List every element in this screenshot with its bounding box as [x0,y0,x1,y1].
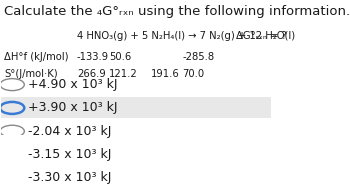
Text: -133.9: -133.9 [77,52,109,62]
Text: 121.2: 121.2 [109,69,138,79]
Text: -3.15 x 10³ kJ: -3.15 x 10³ kJ [28,148,112,161]
Text: 70.0: 70.0 [182,69,204,79]
Text: -2.04 x 10³ kJ: -2.04 x 10³ kJ [28,125,112,138]
Text: 50.6: 50.6 [109,52,132,62]
Text: ΔG°ᵣₓₙ = ?: ΔG°ᵣₓₙ = ? [236,31,287,41]
Text: Calculate the ₄G°ᵣₓₙ using the following information.: Calculate the ₄G°ᵣₓₙ using the following… [4,5,350,18]
Text: +3.90 x 10³ kJ: +3.90 x 10³ kJ [28,101,118,114]
Text: 191.6: 191.6 [151,69,180,79]
FancyBboxPatch shape [1,97,271,118]
Text: -3.30 x 10³ kJ: -3.30 x 10³ kJ [28,171,112,184]
Text: ΔH°f (kJ/mol): ΔH°f (kJ/mol) [4,52,69,62]
Text: -285.8: -285.8 [182,52,214,62]
Text: 4 HNO₃(g) + 5 N₂H₄(l) → 7 N₂(g) + 12 H₂O(l): 4 HNO₃(g) + 5 N₂H₄(l) → 7 N₂(g) + 12 H₂O… [77,31,295,41]
Text: +4.90 x 10³ kJ: +4.90 x 10³ kJ [28,78,118,91]
Text: 266.9: 266.9 [77,69,106,79]
Text: S°(J/mol·K): S°(J/mol·K) [4,69,58,79]
